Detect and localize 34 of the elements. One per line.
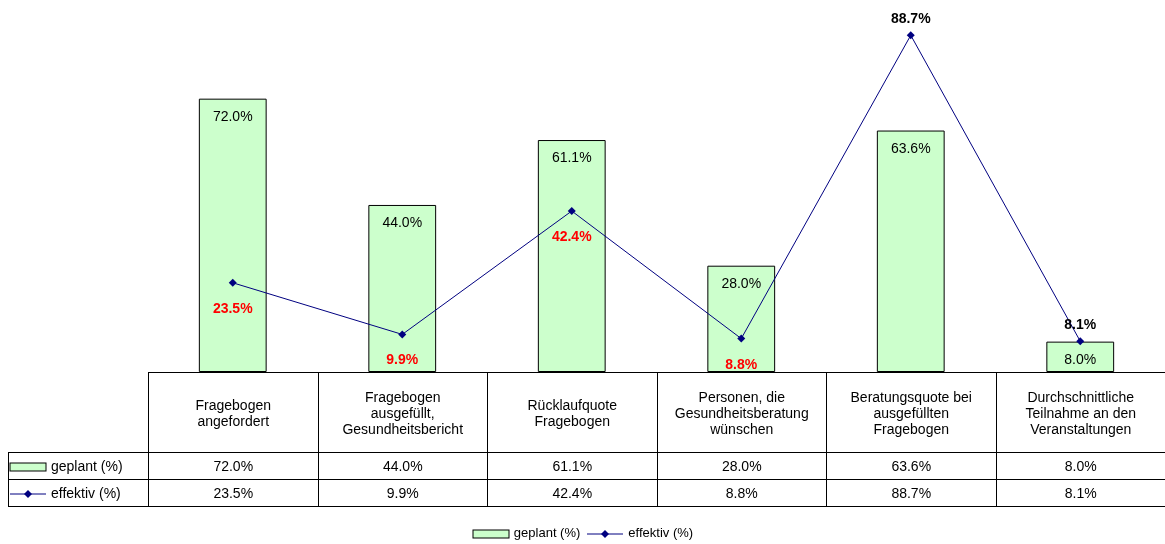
- data-label: 88.7%: [826, 479, 996, 507]
- data-label: 9.9%: [318, 479, 488, 507]
- text: 8.8%: [725, 355, 758, 372]
- text: 88.7%: [890, 10, 931, 27]
- legend-label: geplant (%): [8, 452, 149, 480]
- text: 23.5%: [212, 299, 253, 316]
- data-label: 8.1%: [996, 479, 1165, 507]
- x-tick-label: Fragebogen angefordert: [148, 372, 318, 453]
- text: 8.0%: [1064, 350, 1097, 367]
- text: 28.0%: [721, 274, 762, 291]
- x-tick-label: Durchschnittliche Teilnahme an den Veranstaltungen: [996, 372, 1165, 453]
- data-label: 28.0%: [657, 452, 827, 480]
- text: 72.0%: [212, 107, 253, 124]
- data-label: 23.5%: [148, 479, 318, 507]
- data-label: 42.4%: [487, 479, 657, 507]
- data-label: 8.0%: [996, 452, 1165, 480]
- data-label: 8.8%: [657, 479, 827, 507]
- x-tick-label: Fragebogen ausgefüllt, Gesundheitsbericht: [318, 372, 488, 453]
- legend-label: effektiv (%): [8, 479, 149, 507]
- data-label: 61.1%: [487, 452, 657, 480]
- text: 63.6%: [890, 139, 931, 156]
- text: effektiv (%): [628, 525, 694, 540]
- text: 8.1%: [1064, 316, 1097, 333]
- text: 44.0%: [382, 213, 423, 230]
- text: 61.1%: [551, 149, 592, 166]
- data-label: 72.0%: [148, 452, 318, 480]
- data-label: 63.6%: [826, 452, 996, 480]
- text: geplant (%): [513, 525, 581, 540]
- text: 42.4%: [551, 228, 592, 245]
- text: 9.9%: [386, 351, 419, 368]
- data-label: 44.0%: [318, 452, 488, 480]
- x-tick-label: Personen, die Gesundheitsberatung wünschen: [657, 372, 827, 453]
- x-tick-label: Rücklaufquote Fragebogen: [487, 372, 657, 453]
- x-tick-label: Beratungsquote bei ausgefüllten Fragebogen: [826, 372, 996, 453]
